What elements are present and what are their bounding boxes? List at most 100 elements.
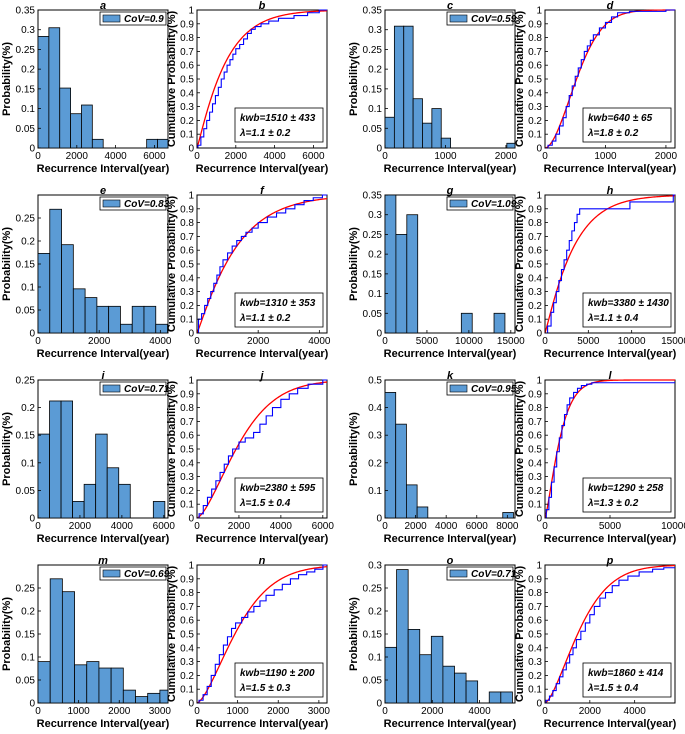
panel-g: g CoV=1.09 0 5000 10000 15000 0 0.05 0.1 0.15 0.2 0… xyxy=(348,185,525,360)
legend-swatch xyxy=(102,384,121,393)
x-tick-label: 2000 xyxy=(69,521,92,532)
histogram-bar xyxy=(72,501,85,519)
lambda-annotation: λ=1.1 ± 0.2 xyxy=(239,128,291,139)
x-tick-label: 2000 xyxy=(88,336,111,347)
x-tick-label: 4000 xyxy=(468,706,491,717)
x-tick-label: 2000 xyxy=(579,706,602,717)
y-tick-label: 0 xyxy=(536,699,542,710)
y-tick-label: 0 xyxy=(188,144,194,155)
histogram-bar xyxy=(135,696,149,704)
x-tick-label: 10000 xyxy=(618,336,646,347)
panel-o: o CoV=0.71 0 2000 4000 0 0.05 0.1 0.15 0.2 0.25 0.3… xyxy=(348,555,517,730)
histogram-bar xyxy=(48,27,61,149)
y-tick-label: 0.8 xyxy=(180,33,194,44)
y-tick-label: 0.1 xyxy=(368,104,382,115)
y-tick-label: 1 xyxy=(536,561,542,572)
panel-label: h xyxy=(607,185,614,197)
x-axis-title: Recurrence Interval(year) xyxy=(544,718,677,730)
histogram-bar xyxy=(49,400,62,519)
x-tick-label: 15000 xyxy=(661,336,685,347)
y-tick-label: 0.3 xyxy=(528,472,542,483)
y-tick-label: 0 xyxy=(376,329,382,340)
y-tick-label: 0.1 xyxy=(21,283,35,294)
x-axis-title: Recurrence Interval(year) xyxy=(196,348,329,360)
y-tick-label: 0.5 xyxy=(180,260,194,271)
panel-label: g xyxy=(446,185,454,197)
y-tick-label: 0.6 xyxy=(180,61,194,72)
y-axis-title: Probability(%) xyxy=(1,597,13,671)
y-tick-label: 0.8 xyxy=(180,588,194,599)
y-tick-label: 0.2 xyxy=(180,301,194,312)
y-tick-label: 0.3 xyxy=(21,25,35,36)
x-tick-label: 5000 xyxy=(577,336,600,347)
y-tick-label: 0.2 xyxy=(21,65,35,76)
histogram-bar xyxy=(384,116,395,149)
y-axis-title: Cumulative Probability(%) xyxy=(166,11,178,148)
y-tick-label: 0.2 xyxy=(180,671,194,682)
histogram-bar xyxy=(61,591,75,704)
x-axis-title: Recurrence Interval(year) xyxy=(544,348,677,360)
y-tick-label: 0.4 xyxy=(528,643,542,654)
legend-text: CoV=0.9 xyxy=(124,14,164,25)
x-tick-label: 5000 xyxy=(599,521,622,532)
y-tick-label: 0.9 xyxy=(180,19,194,30)
x-tick-label: 2000 xyxy=(404,521,427,532)
y-tick-label: 0 xyxy=(536,329,542,340)
y-tick-label: 0.3 xyxy=(368,210,382,221)
histogram-bar xyxy=(60,400,73,519)
x-tick-label: 0 xyxy=(194,521,200,532)
x-tick-label: 0 xyxy=(194,706,200,717)
panel-label: b xyxy=(259,0,266,12)
panel-label: k xyxy=(447,370,454,382)
y-tick-label: 0.6 xyxy=(528,431,542,442)
y-tick-label: 0.2 xyxy=(368,250,382,261)
y-tick-label: 0.05 xyxy=(363,124,383,135)
histogram-bar xyxy=(72,288,86,334)
histogram-bar xyxy=(502,512,514,519)
y-axis-title: Probability(%) xyxy=(1,412,13,486)
y-tick-label: 0.3 xyxy=(528,102,542,113)
panel-label: p xyxy=(606,555,614,567)
y-tick-label: 0.15 xyxy=(16,260,36,271)
y-axis-title: Probability(%) xyxy=(348,412,360,486)
lambda-annotation: λ=1.1 ± 0.4 xyxy=(587,313,639,324)
legend-text: CoV=0.59 xyxy=(471,14,517,25)
y-tick-label: 0.15 xyxy=(16,84,36,95)
y-tick-label: 0.6 xyxy=(528,246,542,257)
y-tick-label: 0.15 xyxy=(363,84,383,95)
y-tick-label: 0.3 xyxy=(180,657,194,668)
annotation-box xyxy=(582,662,672,698)
histogram-bar xyxy=(403,25,414,149)
histogram-bar xyxy=(49,578,63,704)
x-tick-label: 0 xyxy=(35,336,41,347)
y-tick-label: 1 xyxy=(188,561,194,572)
y-tick-label: 0.2 xyxy=(21,237,35,248)
y-tick-label: 0.6 xyxy=(528,61,542,72)
histogram-bar xyxy=(157,138,169,149)
panel-i: i CoV=0.71 0 2000 4000 6000 0 0.05 0.1 0.15 0.2 0.2… xyxy=(1,370,175,545)
panel-label: c xyxy=(447,0,453,12)
histogram-bar xyxy=(506,142,516,149)
panel-k: k CoV=0.95 0 2000 4000 6000 8000 0 0.1 0.2 0.3 0.4 0… xyxy=(348,370,519,545)
histogram-bar xyxy=(465,680,479,704)
y-tick-label: 0 xyxy=(188,699,194,710)
x-tick-label: 1000 xyxy=(68,706,91,717)
y-tick-label: 1 xyxy=(188,6,194,17)
y-tick-label: 0.2 xyxy=(21,403,35,414)
histogram-bar xyxy=(395,423,407,519)
y-tick-label: 0.35 xyxy=(363,191,383,202)
histogram-bar xyxy=(159,689,169,704)
x-tick-label: 0 xyxy=(35,521,41,532)
y-tick-label: 0.35 xyxy=(363,6,383,17)
x-tick-label: 2000 xyxy=(247,336,270,347)
histogram-bar xyxy=(84,297,98,334)
x-tick-label: 2000 xyxy=(228,521,251,532)
histogram-bar xyxy=(152,501,166,519)
x-tick-label: 6000 xyxy=(312,521,335,532)
y-tick-label: 0.3 xyxy=(368,431,382,442)
empirical-cdf-line xyxy=(545,567,675,704)
histogram-bar xyxy=(61,244,74,334)
histogram-bar xyxy=(110,667,124,704)
weibull-fit-line xyxy=(196,381,328,519)
